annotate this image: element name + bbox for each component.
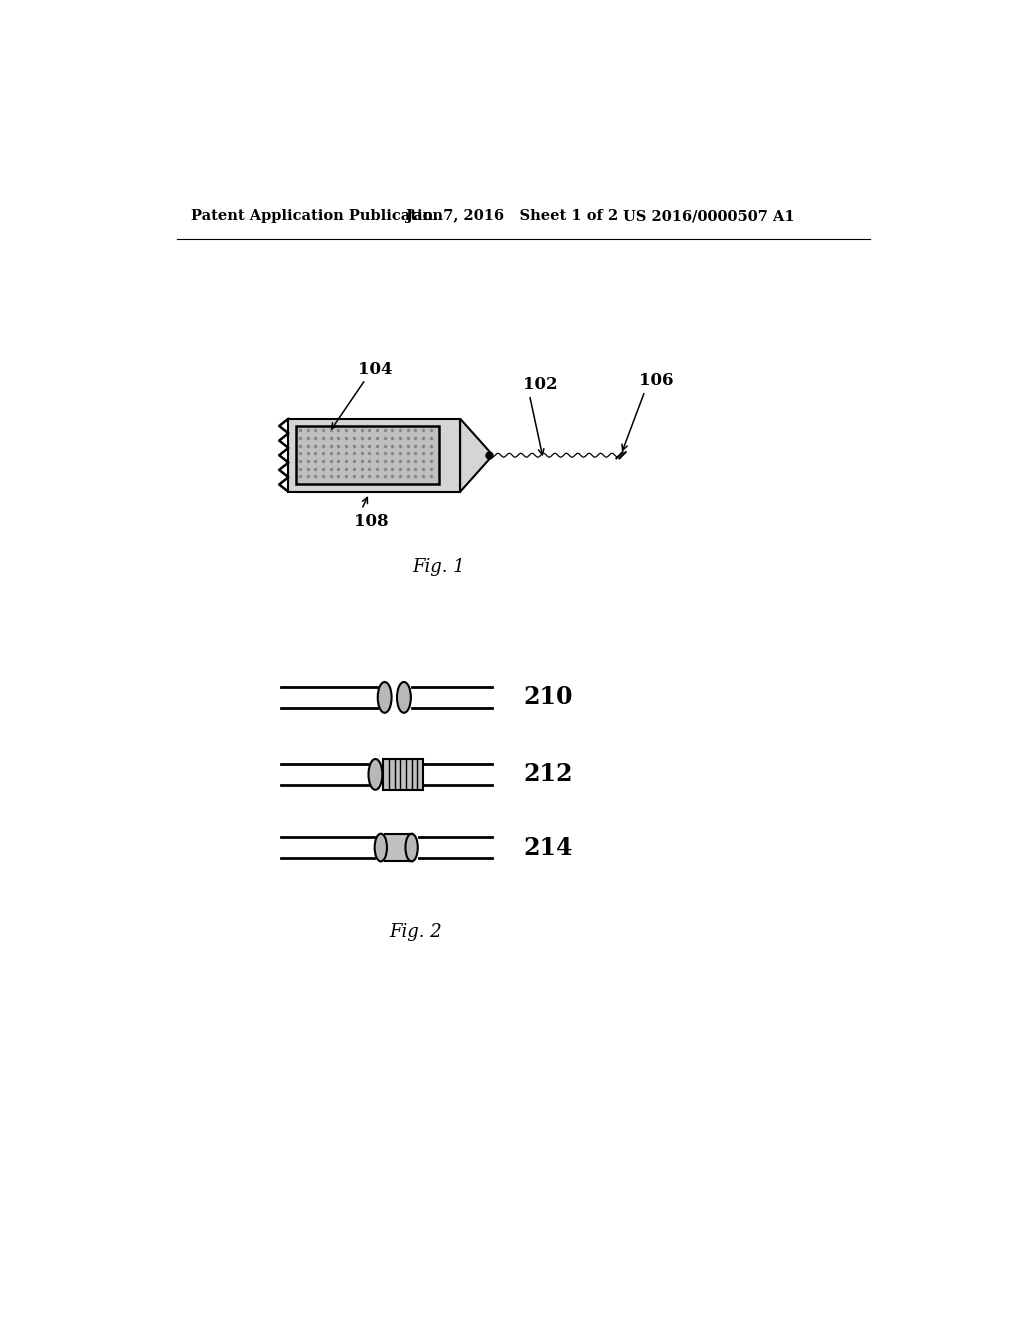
Text: 106: 106 xyxy=(639,372,673,389)
Text: Patent Application Publication: Patent Application Publication xyxy=(190,209,442,223)
Ellipse shape xyxy=(378,682,391,713)
Ellipse shape xyxy=(406,834,418,862)
Text: Fig. 1: Fig. 1 xyxy=(413,557,465,576)
Text: 212: 212 xyxy=(523,763,572,787)
Bar xyxy=(289,418,460,492)
Bar xyxy=(296,426,438,484)
Bar xyxy=(385,834,412,862)
Polygon shape xyxy=(460,418,489,492)
Text: 104: 104 xyxy=(357,360,392,378)
Text: Fig. 2: Fig. 2 xyxy=(389,923,441,941)
Text: US 2016/0000507 A1: US 2016/0000507 A1 xyxy=(624,209,795,223)
Text: 214: 214 xyxy=(523,836,572,859)
Ellipse shape xyxy=(397,682,411,713)
Ellipse shape xyxy=(375,834,387,862)
Text: 210: 210 xyxy=(523,685,572,709)
Text: 102: 102 xyxy=(523,376,558,393)
Ellipse shape xyxy=(369,759,382,789)
Text: Jan. 7, 2016   Sheet 1 of 2: Jan. 7, 2016 Sheet 1 of 2 xyxy=(407,209,618,223)
Bar xyxy=(383,759,423,789)
Text: 108: 108 xyxy=(354,512,388,529)
